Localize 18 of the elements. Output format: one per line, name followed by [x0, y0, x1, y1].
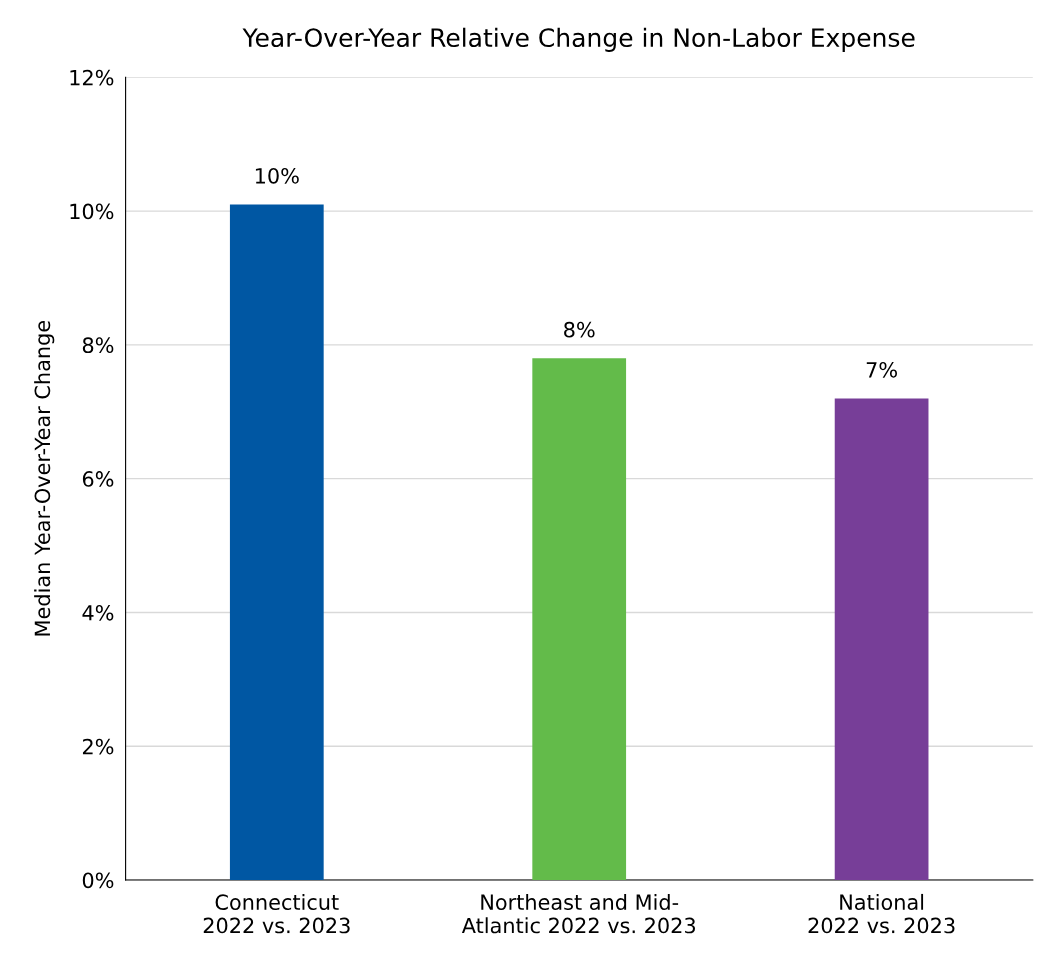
x-tick-label: Northeast and Mid- Atlantic 2022 vs. 2023	[461, 893, 695, 934]
chart-title: Year-Over-Year Relative Change in Non-Labor Expense	[242, 27, 915, 52]
bar	[532, 358, 627, 881]
data-label: 10%	[255, 167, 299, 184]
y-tick-label: 12%	[70, 69, 114, 86]
x-tick-label: Connecticut 2022 vs. 2023	[203, 893, 350, 934]
data-label: 7%	[866, 361, 897, 378]
y-tick-label: 0%	[82, 872, 114, 889]
y-axis-title: Median Year-Over-Year Change	[34, 320, 55, 636]
y-tick-label: 8%	[82, 337, 114, 354]
bar	[229, 204, 324, 881]
y-tick-label: 4%	[82, 604, 114, 621]
x-tick-label: National 2022 vs. 2023	[808, 893, 955, 934]
y-tick-label: 6%	[82, 471, 114, 487]
data-label: 8%	[564, 321, 595, 338]
y-tick-label: 2%	[82, 738, 114, 755]
bar	[834, 398, 929, 881]
y-tick-label: 10%	[70, 203, 114, 220]
